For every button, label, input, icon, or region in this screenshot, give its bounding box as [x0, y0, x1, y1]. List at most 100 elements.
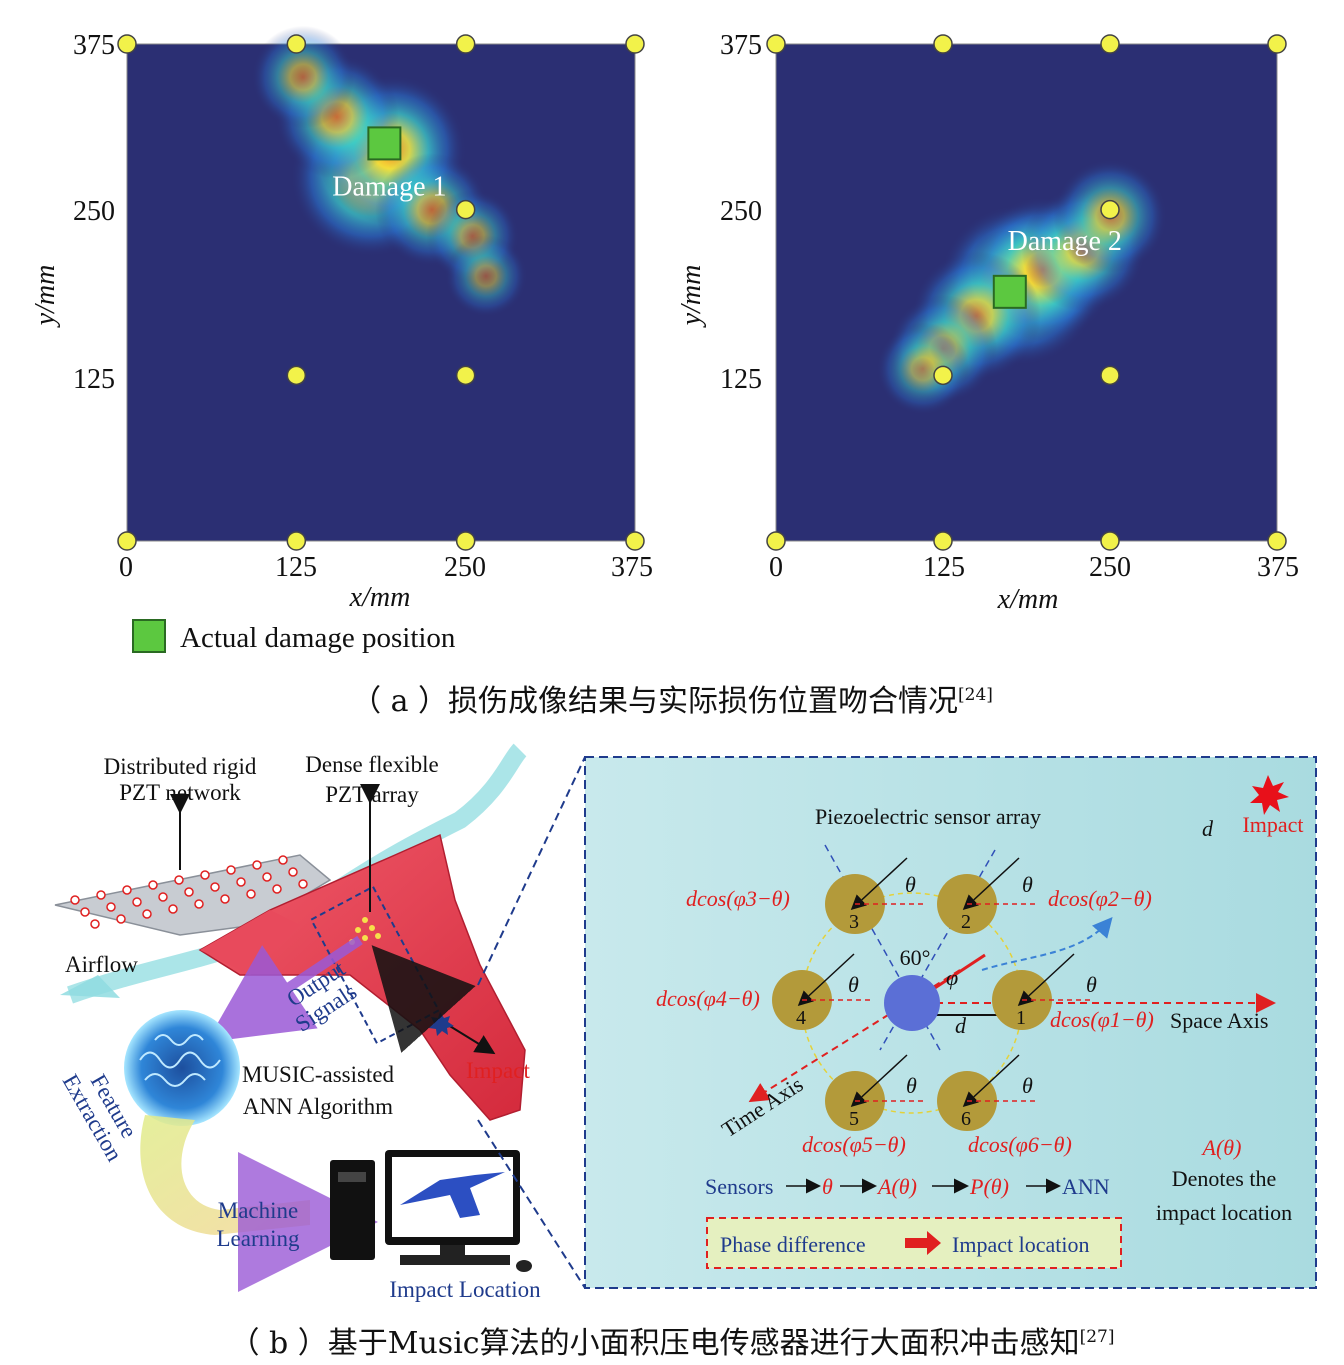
sensor-number: 6	[961, 1108, 971, 1130]
heat-blob	[444, 234, 527, 317]
sensor-dot	[117, 531, 137, 551]
piezo-sensors: 1 2 3 4 5 6	[772, 857, 1092, 1131]
music-label-1: MUSIC-assisted	[242, 1062, 395, 1087]
sensor-number: 4	[796, 1007, 806, 1029]
caption-a: （ a ）损伤成像结果与实际损伤位置吻合情况[24]	[351, 684, 993, 719]
legend: Actual damage position	[132, 619, 456, 654]
dcos-label-5: dcos(φ5−θ)	[802, 1132, 906, 1157]
sensor-dot	[1100, 199, 1120, 220]
denotes-label-1: Denotes the	[1172, 1166, 1276, 1191]
sensor-number: 1	[1016, 1007, 1026, 1029]
sensor-dot	[455, 34, 476, 54]
sensor-dot	[933, 34, 953, 54]
phase-difference: Phase difference	[720, 1232, 866, 1257]
machine-label: Machine	[218, 1198, 298, 1223]
pzt-dot	[220, 894, 230, 904]
phi-label: φ	[946, 965, 958, 990]
theta-label: θ	[1022, 1073, 1033, 1098]
sensor-dot	[766, 34, 786, 54]
pzt-dot	[122, 885, 132, 895]
arrow-right-icon	[905, 1231, 941, 1255]
flow-ann: ANN	[1062, 1174, 1110, 1199]
zoom-line-bottom	[477, 1119, 586, 1289]
dcos-label-1: dcos(φ1−θ)	[1050, 1007, 1154, 1032]
x-tick: 250	[1089, 552, 1131, 583]
denotes-label-2: impact location	[1156, 1200, 1292, 1225]
angle-60: 60°	[900, 945, 931, 970]
sensor-dot	[625, 531, 645, 551]
y-tick: 375	[73, 30, 115, 61]
sensor-dot	[286, 34, 307, 54]
dense-label-2: PZT array	[325, 782, 419, 807]
sensor-dot	[1100, 531, 1120, 551]
brain-icon	[124, 1010, 240, 1126]
y-tick: 125	[720, 364, 762, 395]
legend-label: Actual damage position	[180, 622, 456, 654]
x-tick: 250	[444, 552, 486, 583]
array-title: Piezoelectric sensor array	[815, 804, 1041, 829]
sensor-dot	[933, 365, 953, 386]
airflow-label: Airflow	[65, 952, 138, 977]
damage-marker	[367, 126, 402, 161]
pzt-dot	[298, 879, 308, 889]
heat-blob	[876, 322, 970, 415]
music-label-2: ANN Algorithm	[243, 1094, 393, 1119]
x-tick: 0	[769, 552, 783, 583]
aircraft-schematic	[54, 743, 532, 1292]
sensors	[117, 34, 645, 551]
pzt-dot	[226, 865, 236, 875]
x-axis-label: x/mm	[997, 584, 1059, 615]
sensor-dot	[625, 34, 645, 54]
flow-a-theta: A(θ)	[876, 1174, 917, 1199]
zoom-line-top	[477, 756, 586, 986]
dense-label-1: Dense flexible	[305, 752, 438, 777]
impact-location-right: Impact location	[952, 1232, 1089, 1257]
sensor-dot	[933, 531, 953, 551]
pzt-dot	[210, 882, 220, 892]
impact-label: Impact	[466, 1058, 530, 1083]
dcos-label-2: dcos(φ2−θ)	[1048, 886, 1152, 911]
heatmap-plot-2: Damage 2	[766, 34, 1287, 551]
damage-label: Damage 1	[332, 171, 446, 202]
damage-label: Damage 2	[1008, 226, 1122, 257]
pzt-dot	[168, 904, 178, 914]
caption-b: （ b ）基于Music算法的小面积压电传感器进行大面积冲击感知[27]	[229, 1326, 1115, 1361]
sensor-array-panel: 1 2 3 4 5 6	[584, 756, 1317, 1289]
sensor-dot	[117, 34, 137, 54]
d-label-corner: d	[1202, 816, 1214, 841]
legend-swatch	[132, 619, 166, 653]
a-theta-label: A(θ)	[1201, 1135, 1242, 1160]
dcos-label-4: dcos(φ4−θ)	[656, 986, 760, 1011]
theta-label: θ	[905, 872, 916, 897]
pzt-dot	[272, 884, 282, 894]
flow-sensors: Sensors	[705, 1174, 773, 1199]
distributed-label-1: Distributed rigid	[104, 754, 257, 779]
sensor-dot	[1267, 34, 1287, 54]
x-tick: 375	[1257, 552, 1299, 583]
keyboard-icon	[400, 1255, 510, 1265]
y-tick: 125	[73, 364, 115, 395]
sensor-number: 2	[961, 911, 971, 933]
pzt-dot	[80, 907, 90, 917]
sensor-dot	[455, 365, 476, 386]
pzt-dot	[174, 875, 184, 885]
flow-p-theta: P(θ)	[969, 1174, 1009, 1199]
theta-label: θ	[906, 1073, 917, 1098]
pzt-dot	[90, 919, 100, 929]
pzt-dot	[148, 880, 158, 890]
center-node	[884, 975, 940, 1031]
sensors	[766, 34, 1287, 551]
y-tick: 375	[720, 30, 762, 61]
sensor-dot	[1100, 365, 1120, 386]
pzt-dot	[194, 899, 204, 909]
pzt-dot	[142, 909, 152, 919]
theta-label: θ	[1022, 872, 1033, 897]
pzt-dot	[200, 870, 210, 880]
dcos-label-6: dcos(φ6−θ)	[968, 1132, 1072, 1157]
axis-ticks-1: 375 250 125 0 125 250 375 x/mm y/mm	[30, 30, 653, 613]
pzt-dot	[158, 892, 168, 902]
pzt-dot	[116, 914, 126, 924]
x-tick: 125	[923, 552, 965, 583]
pzt-dot	[278, 855, 288, 865]
d-label: d	[955, 1013, 967, 1038]
